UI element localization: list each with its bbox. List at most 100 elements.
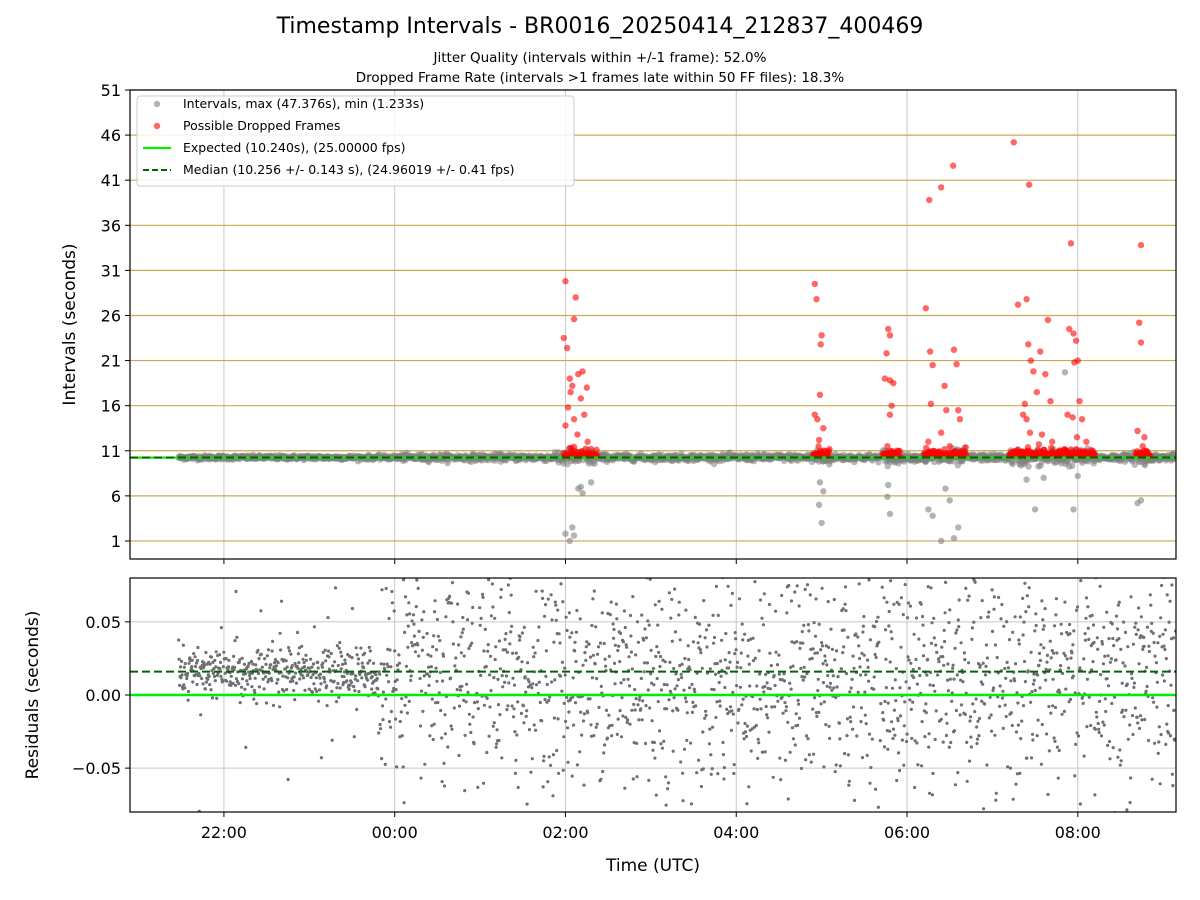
residual-point [505,708,509,712]
residual-point [1099,673,1103,677]
residual-point [536,569,539,572]
residual-point [835,685,839,689]
residual-point [986,615,990,619]
residual-point [800,675,804,679]
residual-point [428,734,432,738]
residual-point [242,662,246,666]
residual-point [293,698,297,702]
residual-point [529,770,533,774]
residual-point [1020,570,1023,573]
residual-point [999,574,1002,577]
residual-point [652,740,657,745]
residual-point [588,697,592,701]
residual-point [1133,625,1137,629]
residual-point [807,629,811,633]
residual-point [223,671,227,675]
residual-point [330,738,334,742]
residual-point [548,695,552,699]
residual-point [906,655,910,659]
residual-point [851,727,855,731]
residual-point [994,791,998,795]
residual-point [1100,642,1104,646]
residual-point [439,708,443,713]
dropped-frame-point [826,445,833,453]
residual-point [815,651,820,655]
residual-point [1080,560,1083,563]
residual-point [908,604,913,608]
residual-point [826,600,830,604]
residual-point [670,597,674,602]
residual-point [1021,633,1025,637]
residual-point [878,567,881,570]
residual-point [902,763,906,767]
residual-points [177,560,1176,812]
residual-point [394,688,398,692]
residual-point [781,711,785,715]
residual-point [1014,730,1019,734]
residual-point [848,690,852,694]
residual-point [326,616,330,620]
residual-point [970,637,974,642]
residual-point [992,607,996,611]
residual-point [918,673,922,678]
residual-point [728,705,733,709]
residual-point [905,616,910,620]
residual-point [756,756,760,761]
residual-point [337,646,341,650]
residual-point [841,607,845,611]
residual-point [1110,701,1114,706]
residual-point [790,726,795,730]
residual-point [244,745,248,750]
residual-point [823,659,828,663]
y-tick-label-41: 41 [101,171,121,190]
residual-point [1074,742,1078,747]
residual-point [248,677,252,681]
residual-point [709,772,713,776]
dropped-frame-point [888,402,895,409]
residual-point [505,650,509,654]
residual-point [715,661,719,666]
residual-point [948,677,952,681]
residual-point [944,733,949,738]
residual-point [1117,637,1121,641]
residual-point [666,781,671,785]
residual-point [386,665,390,669]
residual-point [692,687,696,691]
residual-point [471,605,475,610]
residual-point [885,729,889,733]
residual-point [965,779,969,783]
residual-point [636,703,640,707]
dropped-frame-point [1025,181,1033,188]
residual-point [421,635,425,640]
residual-point [591,653,596,657]
residual-point [682,688,686,692]
residual-point [755,684,759,688]
residual-point [856,635,860,639]
residual-point [1018,771,1022,776]
residual-point [930,621,934,625]
residual-point [1159,733,1163,737]
residual-point [950,566,953,569]
dropped-frame-point [937,429,945,436]
residual-point [243,687,247,691]
residual-point [1092,640,1096,645]
residual-point [753,580,757,584]
residual-point [574,630,579,634]
residual-point [1161,632,1165,636]
residual-point [680,676,684,680]
residual-point [376,687,380,691]
residual-point [190,665,194,669]
residual-point [190,658,194,662]
residual-point [534,589,538,593]
residual-point [767,602,772,607]
dropped-frame-point [1037,348,1044,355]
residual-point [434,701,438,705]
residual-point [284,659,288,663]
residual-point [667,698,671,702]
residual-point [911,667,915,672]
residual-point [185,676,189,681]
residual-point [912,632,916,636]
residual-point [584,645,588,649]
residual-point [924,702,928,706]
residual-point [679,672,683,676]
